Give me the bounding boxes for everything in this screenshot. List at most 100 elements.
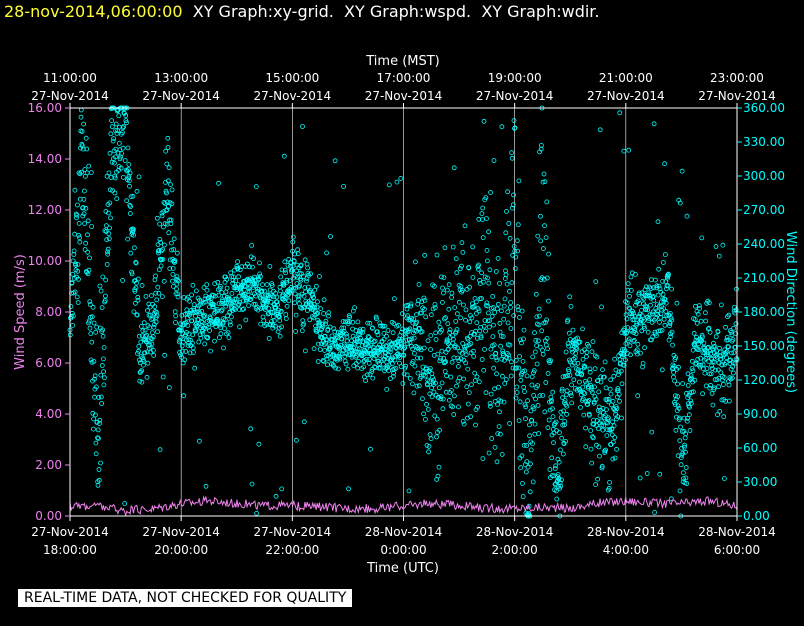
wind-direction-point [331, 341, 337, 347]
wind-direction-point [138, 369, 144, 375]
wind-direction-point [716, 253, 722, 259]
wind-direction-point [502, 296, 508, 302]
wind-direction-point [207, 315, 213, 321]
wind-direction-point [591, 421, 597, 427]
wind-direction-point [517, 314, 522, 320]
top-tick-date: 27-Nov-2014 [476, 89, 554, 103]
wind-direction-point [428, 333, 434, 339]
wind-direction-point [502, 381, 508, 387]
wind-direction-point [104, 173, 110, 179]
wind-direction-point [356, 358, 361, 364]
wind-direction-point [606, 485, 612, 491]
wind-direction-point [421, 345, 427, 351]
wind-direction-point [674, 300, 680, 306]
wind-direction-point [614, 446, 619, 452]
wind-direction-point [302, 348, 308, 354]
wind-direction-point [324, 362, 330, 368]
wind-direction-point [586, 397, 592, 403]
wind-direction-point [440, 290, 446, 296]
wind-direction-point [162, 352, 168, 358]
wind-direction-point [446, 282, 452, 288]
wind-direction-point [596, 389, 602, 395]
wind-direction-point [410, 346, 416, 352]
wind-direction-point [646, 290, 652, 296]
wind-direction-point [651, 121, 657, 127]
wind-direction-point [480, 279, 486, 285]
wind-direction-point [128, 250, 134, 256]
wind-direction-point [702, 370, 708, 376]
wind-direction-point [458, 315, 464, 321]
wind-direction-point [413, 320, 419, 326]
wind-direction-point [398, 175, 404, 181]
wind-direction-point [169, 247, 175, 253]
wind-direction-point [454, 383, 459, 389]
wind-direction-point [327, 324, 333, 330]
wind-direction-point [731, 350, 737, 356]
wind-direction-point [460, 249, 466, 255]
wind-direction-point [481, 367, 487, 373]
wind-direction-point [467, 319, 473, 325]
wind-direction-point [298, 277, 304, 283]
wind-direction-point [541, 276, 547, 282]
wind-direction-point [434, 416, 440, 422]
wind-direction-point [475, 306, 481, 312]
wind-direction-point [485, 310, 491, 316]
wind-direction-point [123, 167, 129, 173]
wind-direction-point [155, 284, 161, 290]
wind-direction-point [476, 379, 482, 385]
wind-direction-point [68, 304, 74, 309]
timestamp: 28-nov-2014,06:00:00 [4, 2, 183, 21]
right-tick-label: 180.00 [743, 305, 785, 319]
wind-direction-point [291, 285, 297, 291]
wind-direction-point [512, 266, 518, 271]
wind-direction-point [174, 250, 180, 256]
wind-direction-point [504, 281, 510, 287]
wind-direction-point [170, 265, 176, 271]
wind-direction-point [503, 230, 509, 236]
wind-direction-point [587, 369, 593, 375]
wind-direction-point [451, 412, 457, 417]
wind-direction-point [511, 192, 516, 198]
wind-direction-point [498, 308, 504, 314]
wind-direction-point [426, 449, 431, 455]
wind-direction-point [107, 187, 113, 193]
wind-direction-point [89, 339, 95, 345]
wind-direction-point [598, 379, 604, 385]
wind-direction-point [366, 360, 372, 366]
wind-direction-point [182, 357, 188, 363]
wind-direction-point [116, 113, 122, 119]
wind-direction-point [106, 210, 111, 216]
wind-direction-point [679, 445, 684, 451]
wind-direction-point [663, 309, 669, 314]
wind-direction-point [403, 334, 409, 340]
wind-direction-point [692, 342, 697, 348]
wind-direction-point [185, 343, 191, 349]
wind-direction-point [456, 299, 462, 305]
wind-direction-point [514, 238, 520, 244]
wind-direction-point [293, 328, 299, 334]
wind-direction-point [101, 382, 107, 388]
wind-direction-point [451, 393, 457, 399]
wind-direction-point [70, 271, 76, 277]
wind-direction-point [700, 334, 705, 340]
wind-direction-point [136, 174, 142, 180]
wind-direction-point [550, 389, 556, 395]
wind-direction-point [297, 283, 303, 289]
wind-direction-point [558, 409, 564, 415]
wind-direction-point [72, 187, 78, 193]
wind-direction-point [682, 442, 687, 448]
wind-direction-point [500, 348, 506, 354]
wind-direction-point [553, 488, 559, 494]
wind-direction-point [507, 421, 513, 426]
wind-direction-point [634, 299, 640, 305]
wind-direction-point [411, 316, 417, 322]
wind-direction-point [410, 359, 416, 364]
wind-direction-point [158, 248, 164, 254]
wind-direction-point [495, 431, 501, 437]
wind-direction-point [167, 266, 173, 272]
wind-direction-point [506, 221, 512, 226]
wind-direction-point [708, 371, 714, 377]
wind-direction-point [100, 327, 105, 333]
top-tick-time: 13:00:00 [154, 71, 208, 85]
wind-direction-point [543, 235, 549, 241]
